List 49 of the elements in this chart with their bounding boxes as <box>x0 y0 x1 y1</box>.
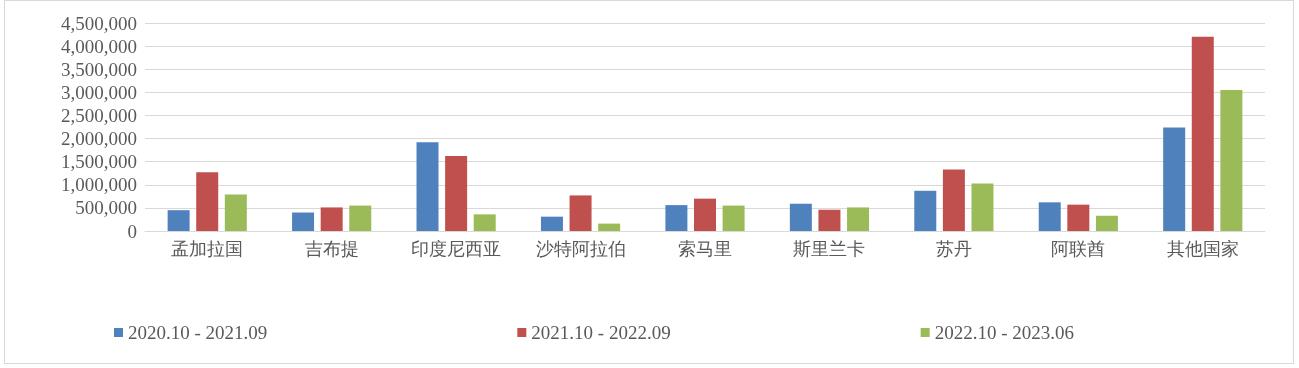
bar <box>694 198 716 231</box>
bar <box>292 212 315 231</box>
x-tick-label: 其他国家 <box>1166 239 1239 259</box>
bar <box>224 194 247 231</box>
bar <box>349 205 372 231</box>
bar <box>540 216 563 231</box>
x-tick-label: 阿联酋 <box>1051 239 1106 259</box>
bar <box>914 190 937 231</box>
legend-label: 2022.10 - 2023.06 <box>934 322 1074 343</box>
y-tick-label: 1,000,000 <box>61 174 137 196</box>
bar <box>598 223 621 231</box>
y-tick-label: 0 <box>127 220 137 242</box>
x-tick-label: 索马里 <box>678 239 732 259</box>
bar <box>167 210 190 231</box>
bar <box>942 169 965 231</box>
bar <box>1191 36 1214 231</box>
y-tick-label: 1,500,000 <box>61 151 137 173</box>
y-tick-label: 500,000 <box>75 197 137 219</box>
bar <box>473 214 496 231</box>
bar <box>1038 202 1061 231</box>
bar <box>971 183 994 231</box>
x-tick-label: 吉布提 <box>304 239 359 259</box>
x-tick-label: 孟加拉国 <box>171 239 244 259</box>
y-tick-label: 4,000,000 <box>61 35 137 57</box>
bar <box>818 209 841 231</box>
y-tick-label: 3,000,000 <box>61 81 137 103</box>
bar <box>445 156 468 231</box>
x-tick-label: 沙特阿拉伯 <box>535 239 626 259</box>
bar <box>569 195 592 231</box>
y-tick-label: 2,500,000 <box>61 104 137 126</box>
bar <box>320 207 343 231</box>
legend-label: 2021.10 - 2022.09 <box>531 322 671 343</box>
x-tick-label: 苏丹 <box>935 239 972 259</box>
bar <box>722 205 745 231</box>
bar <box>847 207 870 231</box>
bar <box>416 142 439 231</box>
x-tick-label: 斯里兰卡 <box>793 239 866 259</box>
bar <box>1220 90 1243 231</box>
y-tick-label: 2,000,000 <box>61 128 137 150</box>
y-tick-label: 3,500,000 <box>61 58 137 80</box>
bar <box>1067 204 1090 231</box>
bar <box>1163 127 1186 231</box>
bar <box>196 172 219 231</box>
y-tick-label: 4,500,000 <box>61 12 137 34</box>
legend-label: 2020.10 - 2021.09 <box>128 322 268 343</box>
bar <box>1095 215 1118 231</box>
bar <box>789 203 812 231</box>
x-tick-label: 印度尼西亚 <box>411 239 502 259</box>
bar <box>665 205 688 231</box>
